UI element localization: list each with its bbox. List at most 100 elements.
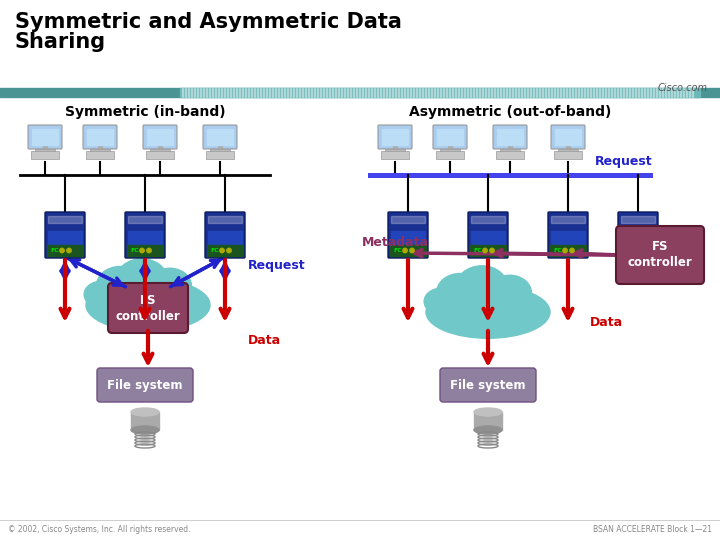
Bar [180, 88, 700, 97]
Bar [353, 88, 354, 97]
Bar [147, 129, 173, 145]
Bar [587, 88, 588, 97]
FancyBboxPatch shape [493, 125, 527, 149]
Bar [620, 245, 656, 256]
Bar [569, 88, 570, 97]
Bar [620, 88, 621, 97]
Bar [290, 88, 291, 97]
Bar [230, 88, 231, 97]
Bar [558, 149, 578, 153]
Bar [239, 88, 240, 97]
Circle shape [67, 248, 71, 253]
FancyBboxPatch shape [205, 212, 245, 258]
Bar [464, 88, 465, 97]
Bar [545, 88, 546, 97]
Circle shape [490, 248, 494, 253]
Bar [524, 88, 525, 97]
Bar [398, 88, 399, 97]
Bar [488, 88, 489, 97]
Text: FC: FC [553, 248, 562, 253]
Bar [443, 88, 444, 97]
Bar [617, 88, 618, 97]
Bar [350, 88, 351, 97]
Bar [128, 231, 162, 245]
Bar [284, 88, 285, 97]
Bar [381, 151, 409, 159]
Bar [566, 146, 570, 150]
Bar [584, 88, 585, 97]
Ellipse shape [148, 268, 192, 303]
Bar [395, 88, 396, 97]
Bar [512, 88, 513, 97]
Text: Request: Request [248, 259, 305, 272]
Ellipse shape [86, 279, 210, 331]
Bar [470, 88, 471, 97]
Bar [614, 88, 615, 97]
Bar [683, 88, 684, 97]
Bar [386, 88, 387, 97]
Bar [260, 88, 261, 97]
Bar [335, 88, 336, 97]
Bar [158, 146, 162, 150]
Bar [605, 88, 606, 97]
Bar [471, 231, 505, 245]
Bar [448, 146, 452, 150]
Bar [509, 88, 510, 97]
Bar [596, 88, 597, 97]
Ellipse shape [474, 426, 502, 434]
Bar [494, 88, 495, 97]
Bar [503, 88, 504, 97]
Bar [233, 88, 234, 97]
Bar [212, 88, 213, 97]
FancyBboxPatch shape [618, 212, 658, 258]
Bar [500, 149, 520, 153]
Bar [245, 88, 246, 97]
Bar [436, 151, 464, 159]
Bar [623, 88, 624, 97]
Bar [644, 88, 645, 97]
Bar [518, 88, 519, 97]
Ellipse shape [436, 273, 484, 312]
Bar [689, 88, 690, 97]
Bar [311, 88, 312, 97]
Bar [208, 216, 242, 223]
Bar [440, 88, 441, 97]
Text: FC: FC [473, 248, 482, 253]
Bar [482, 88, 483, 97]
Text: FC: FC [50, 248, 59, 253]
Bar [326, 88, 327, 97]
Bar [508, 146, 512, 150]
Bar [677, 88, 678, 97]
Bar [656, 88, 657, 97]
Bar [533, 88, 534, 97]
Bar [530, 88, 531, 97]
Text: BSAN ACCELERATE Block 1—21: BSAN ACCELERATE Block 1—21 [593, 525, 712, 535]
Bar [356, 88, 357, 97]
Bar [188, 88, 189, 97]
Bar [207, 245, 243, 256]
Bar [590, 88, 591, 97]
Bar [455, 88, 456, 97]
Bar [692, 88, 693, 97]
FancyBboxPatch shape [143, 125, 177, 149]
Bar [551, 216, 585, 223]
Bar [479, 88, 480, 97]
Circle shape [483, 248, 487, 253]
Bar [497, 129, 523, 145]
Bar [374, 88, 375, 97]
Bar [218, 146, 222, 150]
Bar [323, 88, 324, 97]
Text: Cisco.com: Cisco.com [658, 83, 708, 93]
Bar [416, 88, 417, 97]
Bar [410, 88, 411, 97]
Ellipse shape [426, 286, 550, 338]
FancyBboxPatch shape [108, 283, 188, 333]
Bar [332, 88, 333, 97]
Bar [48, 216, 82, 223]
Circle shape [570, 248, 575, 253]
Bar [35, 149, 55, 153]
Circle shape [147, 248, 151, 253]
Bar [471, 216, 505, 223]
Circle shape [140, 248, 144, 253]
FancyBboxPatch shape [468, 212, 508, 258]
